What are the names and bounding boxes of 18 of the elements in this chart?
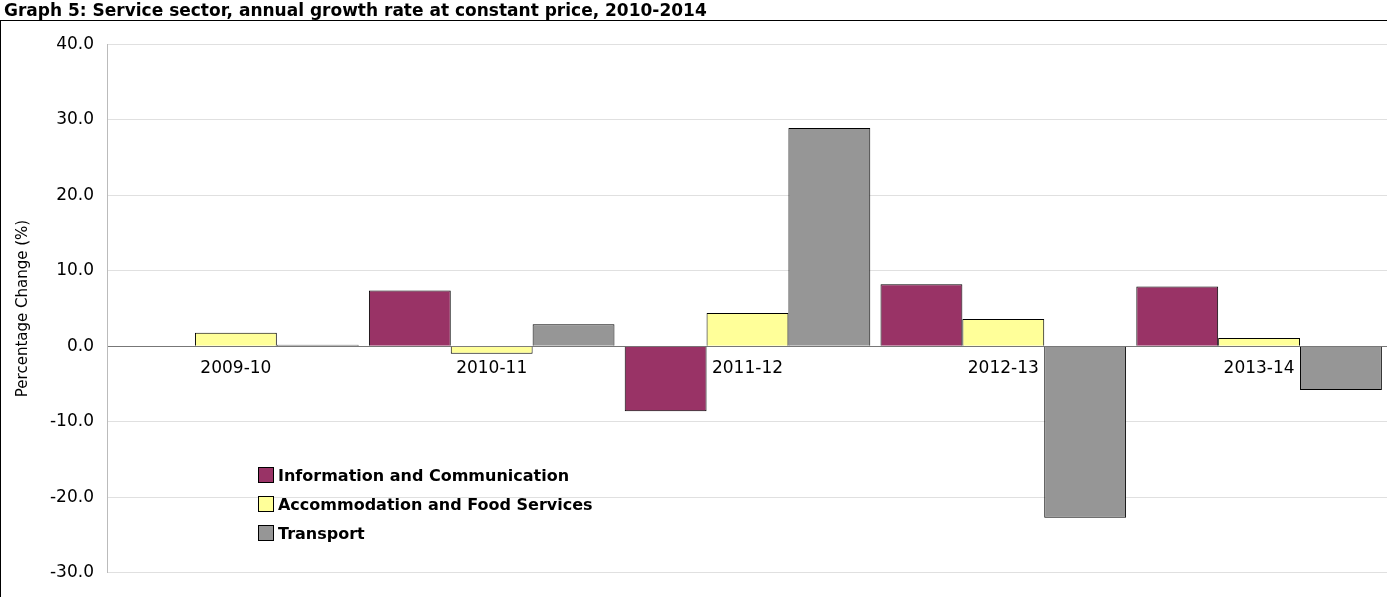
legend-label: Accommodation and Food Services xyxy=(277,494,593,514)
y-tick-label: 40.0 xyxy=(56,32,94,53)
chart-title: Graph 5: Service sector, annual growth rate at constant price, 2010-2014 xyxy=(4,0,707,20)
y-axis-title: Percentage Change (%) xyxy=(12,219,31,398)
legend-label: Information and Communication xyxy=(277,465,570,485)
y-tick-label: 0.0 xyxy=(66,334,94,355)
x-tick-label: 2010-11 xyxy=(456,356,528,377)
x-tick-label: 2013-14 xyxy=(1223,356,1295,377)
y-tick-label: -30.0 xyxy=(49,561,94,582)
x-tick-label: 2011-12 xyxy=(711,356,784,377)
y-tick-label: -10.0 xyxy=(49,410,94,431)
legend-label: Transport xyxy=(277,523,365,543)
x-tick-label: 2009-10 xyxy=(200,356,272,377)
x-tick-label: 2012-13 xyxy=(967,356,1039,377)
y-tick-label: -20.0 xyxy=(49,485,94,506)
y-tick-label: 30.0 xyxy=(56,108,94,129)
y-tick-label: 20.0 xyxy=(56,183,94,204)
y-tick-label: 10.0 xyxy=(56,259,94,280)
